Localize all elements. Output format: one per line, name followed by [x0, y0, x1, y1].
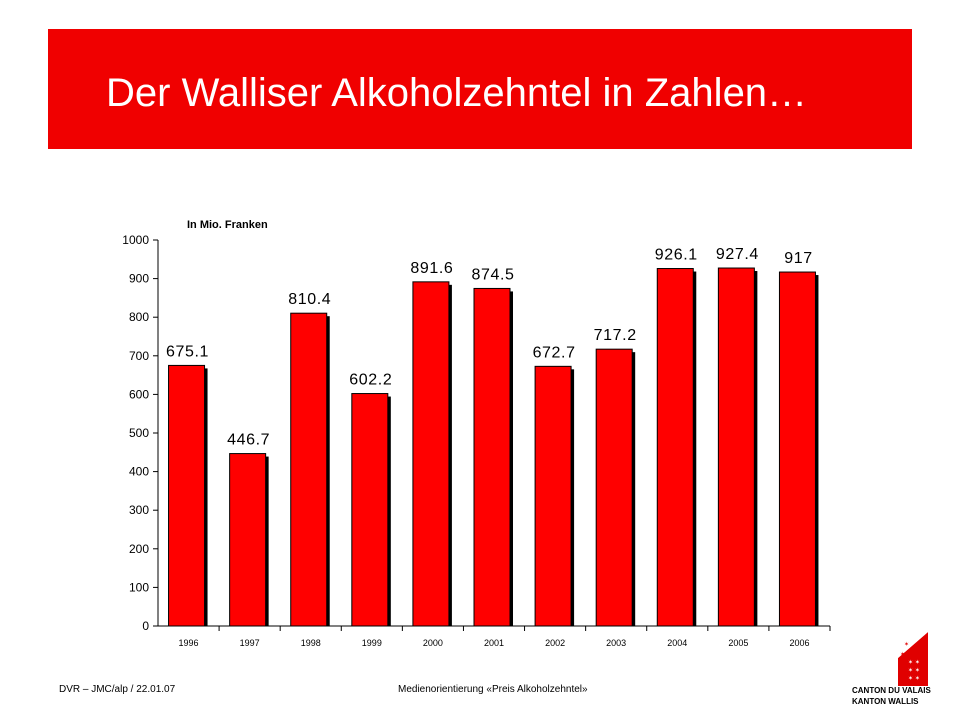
unit-label: In Mio. Franken	[187, 219, 268, 231]
footer-author-date: DVR – JMC/alp / 22.01.07	[59, 684, 176, 695]
data-label: 446.7	[227, 432, 270, 449]
y-tick-label: 200	[129, 542, 149, 556]
svg-text:✶ ✶: ✶ ✶	[908, 659, 920, 666]
bar-2003	[595, 348, 633, 627]
bar-2001	[473, 287, 511, 627]
x-tick-label: 2005	[728, 638, 748, 648]
data-label: 675.1	[166, 343, 209, 360]
data-label: 874.5	[471, 266, 514, 283]
title-banner: Der Walliser Alkoholzehntel in Zahlen…	[48, 29, 912, 149]
bar-2006	[778, 271, 816, 627]
y-tick-label: 900	[129, 272, 149, 286]
x-tick-label: 2003	[606, 638, 626, 648]
y-tick-label: 300	[129, 503, 149, 517]
svg-text:✶ ✶: ✶ ✶	[908, 675, 920, 682]
data-label: 717.2	[594, 327, 637, 344]
data-label: 927.4	[716, 246, 759, 263]
bar-1996	[168, 364, 206, 627]
y-ticks: 0 100 200 300 400 500 600 700 800 900 1000	[122, 233, 158, 633]
y-tick-label: 1000	[122, 233, 149, 247]
x-tick-label: 2000	[423, 638, 443, 648]
x-ticks: 1996 1997 1998 1999 2000 2001 2002 2003 2004 2005…	[179, 626, 831, 648]
slide-title: Der Walliser Alkoholzehntel in Zahlen…	[106, 71, 808, 115]
bar-1999	[351, 393, 389, 627]
logo-text-de: KANTON WALLIS	[852, 697, 919, 706]
footer-event: Medienorientierung «Preis Alkoholzehntel…	[398, 684, 588, 695]
bar-1998	[290, 312, 328, 627]
y-tick-label: 500	[129, 426, 149, 440]
y-tick-label: 100	[129, 580, 149, 594]
data-label: 926.1	[655, 247, 698, 264]
svg-text:✶ ✶: ✶ ✶	[900, 651, 912, 658]
bar-2002	[534, 365, 572, 627]
x-tick-label: 2004	[667, 638, 687, 648]
x-tick-label: 1998	[301, 638, 321, 648]
x-tick-label: 1996	[179, 638, 199, 648]
x-tick-label: 2006	[789, 638, 809, 648]
data-label: 891.6	[410, 260, 453, 277]
bar-2004	[656, 268, 694, 627]
data-label: 810.4	[288, 291, 331, 308]
x-tick-label: 1999	[362, 638, 382, 648]
y-tick-label: 800	[129, 310, 149, 324]
bars: 675.1 446.7 810.4 602.2 891.6 874.5 672.7 717.2…	[166, 246, 819, 627]
data-label: 602.2	[349, 372, 392, 389]
data-label: 917	[784, 250, 813, 267]
bar-1997	[229, 453, 267, 627]
valais-coat-of-arms-icon: ✶ ✶ ✶ ✶ ✶ ✶ ✶ ✶ ✶	[898, 632, 928, 686]
bar-2005	[717, 267, 755, 627]
bar-2000	[412, 281, 450, 627]
x-tick-label: 2001	[484, 638, 504, 648]
logo-text-fr: CANTON DU VALAIS	[852, 686, 931, 695]
y-tick-label: 700	[129, 349, 149, 363]
x-tick-label: 1997	[240, 638, 260, 648]
y-tick-label: 400	[129, 465, 149, 479]
y-tick-label: 600	[129, 387, 149, 401]
x-tick-label: 2002	[545, 638, 565, 648]
svg-text:✶: ✶	[904, 641, 909, 648]
y-tick-label: 0	[142, 619, 149, 633]
data-label: 672.7	[533, 344, 576, 361]
canton-logo: ✶ ✶ ✶ ✶ ✶ ✶ ✶ ✶ ✶ CANTON DU VALAIS KANTO…	[850, 630, 931, 710]
svg-text:✶ ✶: ✶ ✶	[908, 667, 920, 674]
